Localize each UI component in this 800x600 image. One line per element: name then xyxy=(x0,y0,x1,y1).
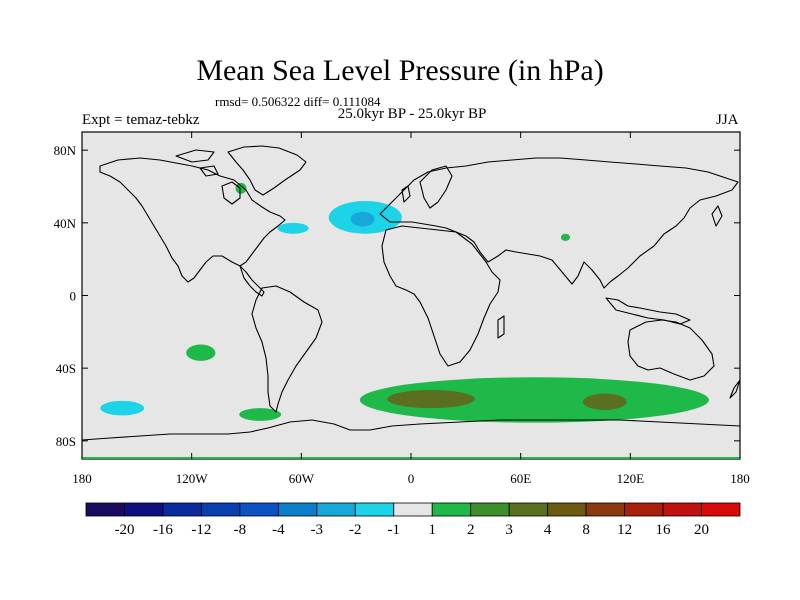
colorbar-label: -4 xyxy=(272,522,285,538)
colorbar-label: 3 xyxy=(505,522,513,538)
anomaly-south-pacific-high xyxy=(239,408,282,421)
coast-scandinavia xyxy=(419,165,453,209)
x-tick-label: 0 xyxy=(408,471,415,486)
x-tick-label: 120E xyxy=(617,471,645,486)
anomaly-southern-ocean-core-west xyxy=(387,389,475,409)
colorbar-label: -1 xyxy=(388,522,401,538)
colorbar-swatch xyxy=(508,502,549,517)
colorbar-label: -3 xyxy=(311,522,324,538)
coast-antarctica xyxy=(82,419,740,441)
colorbar-swatch xyxy=(585,502,625,517)
coast-greenland xyxy=(227,145,307,196)
anomaly-north-atlantic-low-core xyxy=(350,211,375,227)
colorbar-label: 4 xyxy=(544,522,552,538)
coast-japan xyxy=(711,205,723,227)
colorbar-swatch xyxy=(701,502,741,517)
colorbar-label: -2 xyxy=(349,522,362,538)
colorbar-swatch xyxy=(354,502,395,517)
colorbar-label: 20 xyxy=(694,522,709,538)
colorbar-swatch xyxy=(470,502,510,517)
x-tick-label: 60W xyxy=(289,471,315,486)
anomaly-southern-ocean-high xyxy=(359,377,709,423)
colorbar-label: 8 xyxy=(582,522,590,538)
y-axis: 80N 40N 0 40S 80S xyxy=(54,143,740,449)
coast-new-zealand xyxy=(729,379,740,399)
coast-south-america xyxy=(251,285,323,413)
x-tick-label: 60E xyxy=(510,471,531,486)
y-tick-label: 0 xyxy=(70,289,77,304)
anomaly-southern-ocean-core-east xyxy=(582,393,627,410)
anomaly-se-pacific-high xyxy=(186,344,216,361)
colorbar-label: 2 xyxy=(467,522,475,538)
colorbar-swatch xyxy=(239,502,279,517)
coast-australia xyxy=(627,319,715,381)
colorbar-swatch xyxy=(162,502,202,517)
colorbar-swatch xyxy=(201,502,241,517)
chart-title: Mean Sea Level Pressure (in hPa) xyxy=(196,54,604,87)
colorbar-swatch xyxy=(393,502,433,517)
coastlines xyxy=(82,145,740,441)
colorbar: -20 -16 -12 -8 -4 -3 -2 -1 1 2 3 4 8 12 16 20 xyxy=(85,502,741,538)
anomaly-tibet-high xyxy=(560,233,571,241)
colorbar-label: -20 xyxy=(114,522,134,538)
x-tick-label: 120W xyxy=(176,471,209,486)
coast-indonesia xyxy=(605,297,691,325)
experiment-label: Expt = temaz-tebkz xyxy=(82,112,200,128)
x-tick-label: 180 xyxy=(730,471,750,486)
colorbar-swatch xyxy=(624,502,664,517)
period-label: 25.0kyr BP - 25.0kyr BP xyxy=(337,106,487,122)
x-axis: 180 120W 60W 0 60E 120E 180 xyxy=(72,132,750,486)
anomaly-hudson-bay-high xyxy=(235,182,247,194)
colorbar-label: -12 xyxy=(191,522,211,538)
y-tick-label: 80S xyxy=(56,434,76,449)
colorbar-swatch xyxy=(547,502,587,517)
colorbar-label: 16 xyxy=(656,522,672,538)
coast-africa xyxy=(381,225,501,367)
y-tick-label: 40S xyxy=(56,361,76,376)
y-tick-label: 40N xyxy=(54,216,77,231)
colorbar-swatch xyxy=(316,502,356,517)
y-tick-label: 80N xyxy=(54,143,77,158)
coast-arctic-islands xyxy=(175,149,219,177)
colorbar-swatch xyxy=(124,502,164,517)
colorbar-swatch xyxy=(662,502,702,517)
stats-line: rmsd= 0.506322 diff= 0.111084 xyxy=(215,94,381,109)
colorbar-label: 1 xyxy=(428,522,436,538)
coast-central-america xyxy=(239,265,265,297)
coast-hudson-bay xyxy=(221,181,241,205)
season-label: JJA xyxy=(716,112,739,128)
x-tick-label: 180 xyxy=(72,471,92,486)
anomaly-nw-atlantic-low xyxy=(277,222,309,234)
colorbar-label: -8 xyxy=(234,522,247,538)
colorbar-label: -16 xyxy=(153,522,173,538)
coast-uk xyxy=(401,185,411,203)
colorbar-swatch xyxy=(85,502,125,517)
anomaly-central-pacific-low xyxy=(100,400,145,416)
colorbar-swatch xyxy=(277,502,318,517)
coast-eurasia xyxy=(379,157,739,289)
colorbar-swatch xyxy=(431,502,472,517)
colorbar-label: 12 xyxy=(617,522,632,538)
coast-madagascar xyxy=(497,315,505,339)
